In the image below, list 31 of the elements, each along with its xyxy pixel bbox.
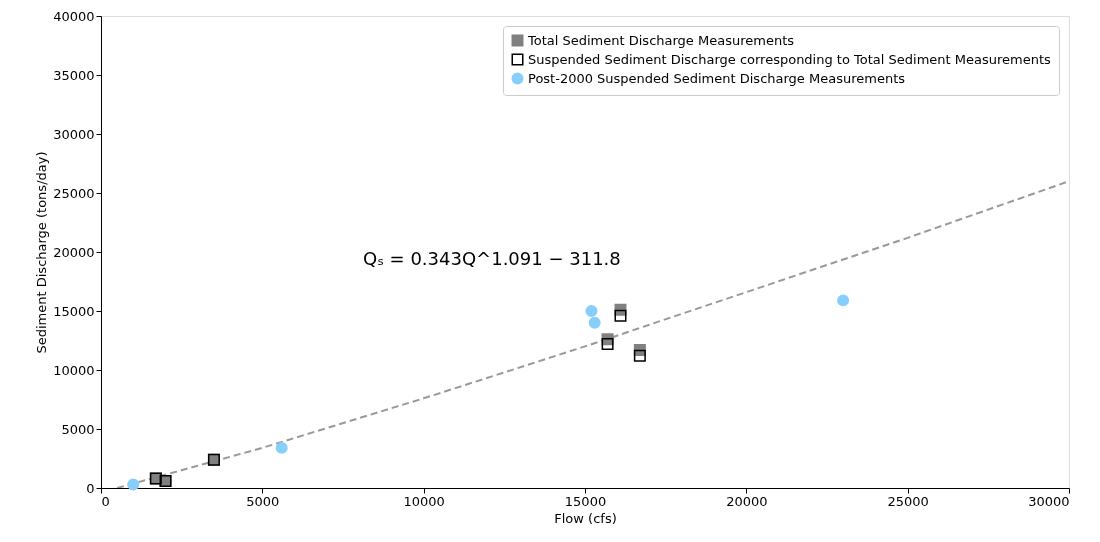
legend-label: Total Sediment Discharge Measurements	[527, 32, 795, 48]
point	[127, 478, 140, 491]
legend-label: Post-2000 Suspended Sediment Discharge Measurements	[528, 70, 906, 86]
line-series	[116, 180, 1069, 488]
point	[633, 349, 646, 362]
y-tick-label: 0	[86, 480, 95, 496]
x-tick-label: 30000	[1028, 493, 1070, 509]
point	[601, 338, 614, 351]
point	[585, 305, 598, 317]
x-tick-label: 25000	[887, 493, 929, 509]
y-tick-label: 15000	[53, 303, 95, 319]
legend-label: Suspended Sediment Discharge corresponding to Total Sediment Measurements	[528, 51, 1052, 67]
y-tick-label: 20000	[53, 244, 95, 260]
y-tick-label: 40000	[53, 8, 95, 24]
y-tick-label: 10000	[53, 362, 95, 378]
point	[588, 316, 601, 329]
y-tick-label: 25000	[53, 185, 95, 201]
annotation: Qₛ = 0.343Q^1.091 − 311.8	[363, 248, 621, 269]
x-tick-label: 10000	[403, 493, 445, 509]
point	[614, 309, 627, 322]
x-tick-label: 0	[101, 493, 110, 509]
y-tick-label: 5000	[61, 421, 95, 437]
x-tick-label: 5000	[246, 493, 280, 509]
x-tick-label: 20000	[726, 493, 768, 509]
y-tick-label: 35000	[53, 67, 95, 83]
y-tick-label: 30000	[53, 126, 95, 142]
y-axis-title: Sediment Discharge (tons/day)	[34, 151, 50, 354]
point	[275, 441, 288, 454]
x-axis-title: Flow (cfs)	[554, 510, 617, 526]
x-tick-label: 15000	[564, 493, 607, 509]
point	[837, 294, 850, 307]
